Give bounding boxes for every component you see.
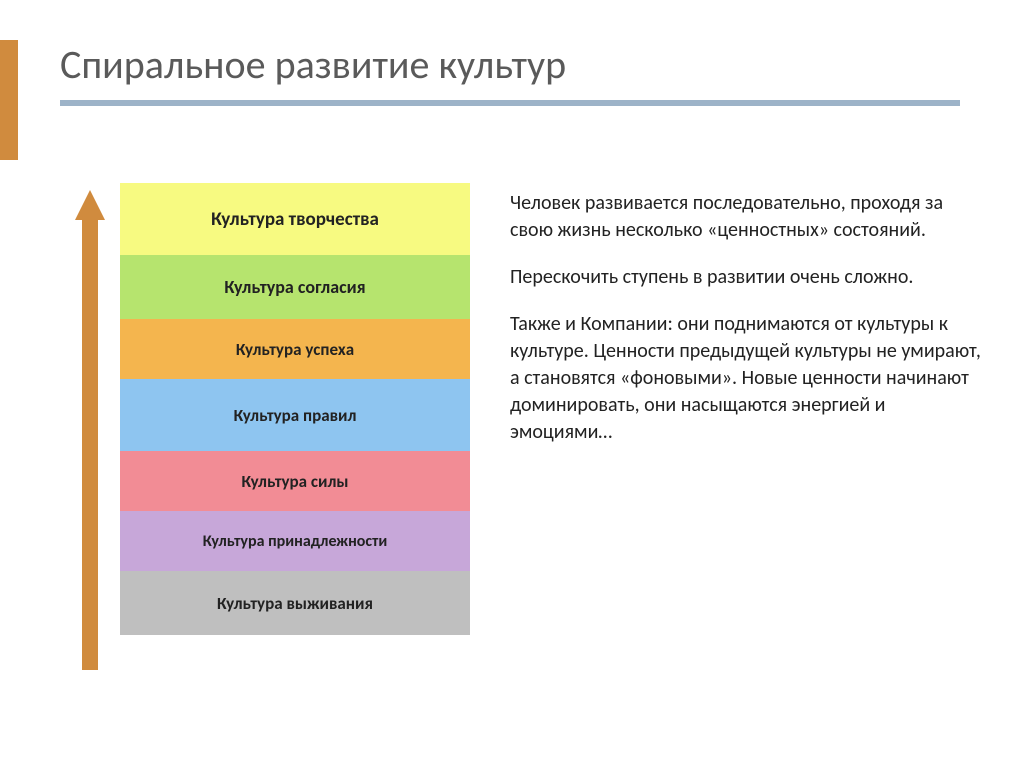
level-creativity: Культура творчества (120, 183, 470, 255)
level-label: Культура выживания (217, 593, 373, 614)
level-power: Культура силы (120, 451, 470, 511)
level-label: Культура успеха (236, 339, 354, 360)
desc-paragraph-3: Также и Компании: они поднимаются от кул… (510, 311, 984, 446)
left-accent-bar (0, 40, 18, 160)
level-label: Культура согласия (224, 276, 365, 298)
level-label: Культура правил (234, 405, 357, 426)
desc-paragraph-1: Человек развивается последовательно, про… (510, 190, 984, 244)
page-title: Спиральное развитие культур (60, 40, 566, 89)
levels-stack: Культура творчества Культура согласия Ку… (120, 183, 470, 670)
up-arrow-icon (70, 190, 110, 670)
level-survival: Культура выживания (120, 571, 470, 635)
level-rules: Культура правил (120, 379, 470, 451)
title-underline (60, 100, 960, 106)
level-belonging: Культура принадлежности (120, 511, 470, 571)
level-success: Культура успеха (120, 319, 470, 379)
level-label: Культура принадлежности (203, 532, 388, 551)
arrow-column (60, 190, 120, 670)
level-label: Культура силы (241, 471, 348, 492)
level-label: Культура творчества (211, 208, 379, 231)
desc-paragraph-2: Перескочить ступень в развитии очень сло… (510, 264, 984, 291)
content-area: Культура творчества Культура согласия Ку… (60, 190, 984, 670)
level-consensus: Культура согласия (120, 255, 470, 319)
description-text: Человек развивается последовательно, про… (470, 190, 984, 670)
